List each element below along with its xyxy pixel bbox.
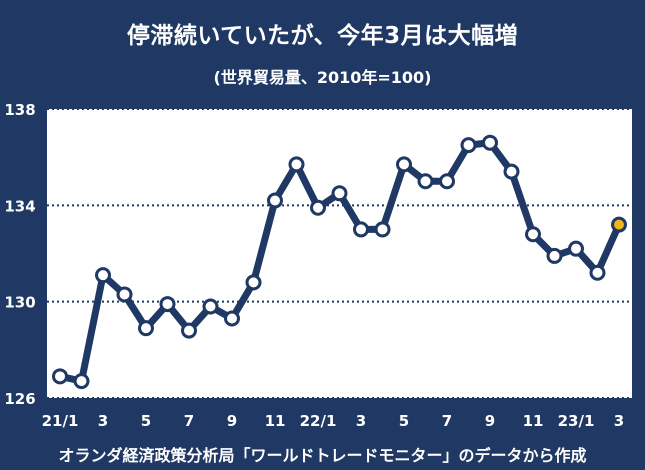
x-tick-label: 11 <box>265 412 286 430</box>
x-tick-label: 3 <box>614 412 624 430</box>
highlighted-data-point <box>611 216 627 233</box>
y-tick-label: 130 <box>4 294 35 312</box>
y-tick-label: 138 <box>4 101 35 119</box>
data-point <box>224 310 240 327</box>
data-point <box>95 267 111 284</box>
data-point <box>138 320 154 337</box>
y-tick-label: 126 <box>4 390 35 408</box>
x-tick-label: 7 <box>442 412 452 430</box>
x-tick-label: 21/1 <box>42 412 79 430</box>
data-point <box>353 221 369 238</box>
data-point <box>396 156 412 173</box>
data-point <box>503 163 520 180</box>
data-point <box>116 286 133 303</box>
x-tick-label: 9 <box>227 412 237 430</box>
x-tick-label: 5 <box>399 412 409 430</box>
x-tick-label: 5 <box>141 412 151 430</box>
data-point <box>546 247 563 264</box>
data-point <box>73 373 90 390</box>
data-point <box>439 173 455 190</box>
data-point <box>159 296 176 313</box>
data-point <box>181 322 197 339</box>
y-tick-label: 134 <box>4 197 35 215</box>
data-point <box>267 192 283 209</box>
data-point <box>52 368 68 385</box>
x-tick-label: 22/1 <box>300 412 337 430</box>
x-tick-label: 3 <box>356 412 366 430</box>
data-point <box>288 156 305 173</box>
data-point <box>310 199 326 216</box>
x-tick-label: 11 <box>523 412 544 430</box>
data-point <box>417 173 434 190</box>
data-point <box>202 298 219 315</box>
chart-title: 停滞続いていたが、今年3月は大幅増 <box>126 23 519 49</box>
data-point <box>525 226 541 243</box>
x-tick-label: 7 <box>184 412 194 430</box>
data-point <box>374 221 391 238</box>
chart-subtitle: (世界貿易量、2010年=100) <box>213 68 432 87</box>
data-point <box>568 240 584 257</box>
data-point <box>331 185 348 202</box>
data-point <box>482 134 498 151</box>
data-point <box>460 137 477 154</box>
x-tick-label: 3 <box>98 412 108 430</box>
data-point <box>589 264 606 281</box>
plot-area <box>47 109 632 398</box>
x-tick-label: 23/1 <box>558 412 595 430</box>
source-note: オランダ経済政策分析局「ワールドトレードモニター」のデータから作成 <box>58 446 587 465</box>
x-tick-label: 9 <box>485 412 495 430</box>
data-point <box>245 274 262 291</box>
